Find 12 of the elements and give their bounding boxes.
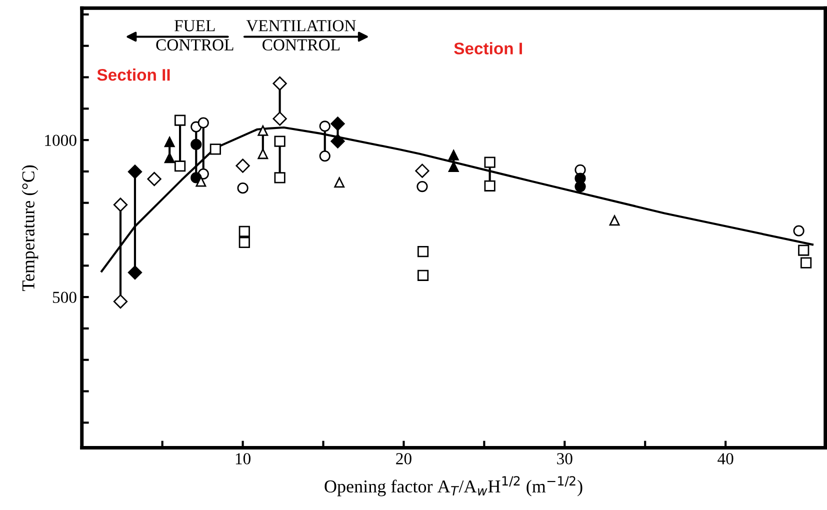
y-tick-label: 1000 (45, 134, 76, 146)
text: Opening factor A$_{T}$/A$_{w}$H$^{1/2}$ (m$^{−1/2}$) (324, 476, 582, 496)
y-tick-label: 500 (52, 292, 76, 303)
x-tick-label: 20 (396, 453, 412, 464)
x-tick-label: 40 (718, 453, 734, 464)
x-tick-label: 10 (236, 453, 250, 464)
annotation: Section II (97, 68, 170, 81)
annotation: FUEL CONTROL (156, 20, 234, 50)
y-axis-title: Temperature (°C) (22, 165, 38, 292)
x-tick-label: 30 (557, 453, 572, 464)
annotation: VENTILATION CONTROL (246, 20, 356, 50)
annotation: Section I (454, 42, 522, 54)
